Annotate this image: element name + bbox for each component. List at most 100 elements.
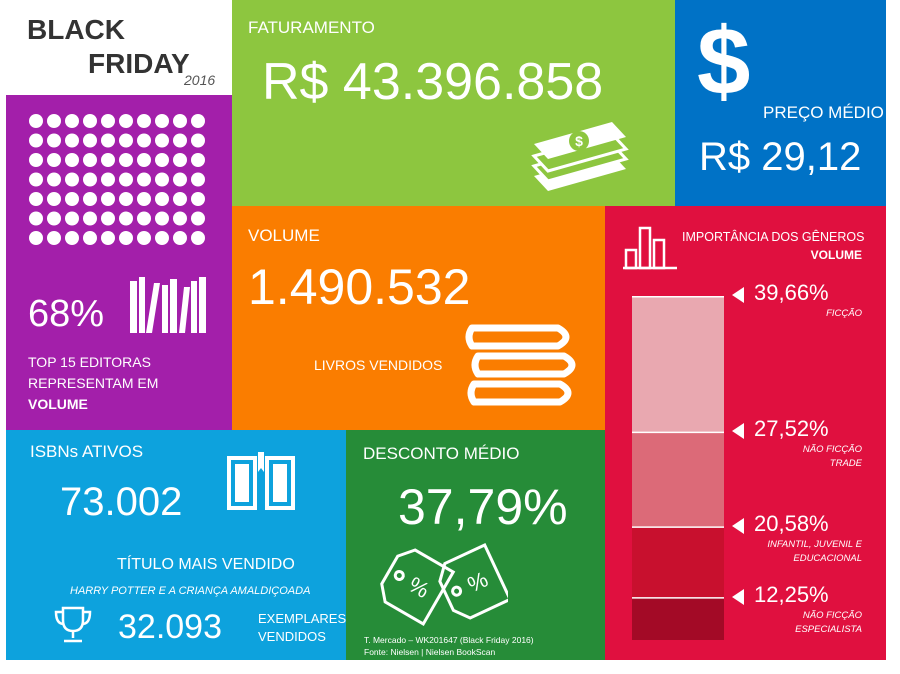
dot: [191, 153, 205, 167]
dot: [83, 211, 97, 226]
volume-label: VOLUME: [248, 226, 320, 245]
isbn-label: ISBNs ATIVOS: [30, 442, 144, 461]
dot: [119, 114, 133, 128]
generos-subtitle: VOLUME: [810, 248, 862, 262]
genre-pct: 12,25%: [754, 581, 829, 607]
genre-pct: 39,66%: [754, 280, 829, 305]
dot: [83, 192, 97, 206]
dot: [65, 211, 79, 226]
dot: [101, 211, 115, 226]
dollar-icon: $: [697, 8, 751, 115]
dot: [29, 211, 43, 226]
dot: [83, 114, 97, 128]
desconto-tile: DESCONTO MÉDIO 37,79% % % T. Mercado – W…: [346, 430, 605, 660]
header-year: 2016: [184, 72, 216, 88]
preco-tile: $ PREÇO MÉDIO R$ 29,12: [675, 0, 886, 206]
trophy-icon: [54, 606, 92, 643]
dot: [173, 172, 187, 187]
dot: [47, 211, 61, 226]
dot: [83, 172, 97, 187]
dot: [119, 133, 133, 148]
dot: [173, 211, 187, 226]
genre-pointer-icon: [732, 423, 744, 440]
genre-label: TRADE: [829, 458, 862, 470]
dot: [155, 114, 169, 128]
editoras-pct: 68%: [28, 293, 105, 335]
dot: [65, 192, 79, 206]
dot: [155, 133, 169, 148]
dot: [65, 153, 79, 167]
dot: [65, 114, 79, 128]
open-book-icon: [227, 452, 295, 510]
source-line1: T. Mercado – WK201647 (Black Friday 2016…: [364, 635, 534, 645]
dot: [101, 172, 115, 187]
dot: [65, 231, 79, 245]
volume-sub: LIVROS VENDIDOS: [314, 357, 443, 373]
dot: [47, 231, 61, 245]
genre-pointer-icon: [732, 287, 744, 303]
isbn-tile: ISBNs ATIVOS 73.002 TÍTULO MAIS VENDIDO …: [6, 430, 346, 660]
dot: [119, 153, 133, 167]
genre-pointer-icon: [732, 588, 744, 605]
genre-label: INFANTIL, JUVENIL E: [767, 539, 862, 551]
titulo-unit2: VENDIDOS: [258, 629, 326, 644]
genre-pct: 20,58%: [754, 511, 829, 537]
dot: [101, 133, 115, 148]
dot: [119, 231, 133, 245]
dot: [137, 153, 151, 167]
preco-label: PREÇO MÉDIO: [763, 103, 884, 122]
dot: [155, 153, 169, 167]
dot: [173, 133, 187, 148]
dot: [155, 231, 169, 245]
dot: [137, 114, 151, 128]
dot: [47, 114, 61, 128]
preco-value: R$ 29,12: [699, 135, 862, 179]
faturamento-tile: FATURAMENTO R$ 43.396.858 $: [232, 0, 675, 206]
dot: [173, 114, 187, 128]
genre-bar-segment: [632, 597, 724, 640]
dot: [191, 114, 205, 128]
source-line2: Fonte: Nielsen | Nielsen BookScan: [364, 647, 496, 657]
dot: [29, 192, 43, 206]
dot: [119, 192, 133, 206]
dot: [29, 114, 43, 128]
dot: [191, 192, 205, 206]
dot: [83, 153, 97, 167]
dot: [137, 172, 151, 187]
dot: [137, 192, 151, 206]
dot: [155, 192, 169, 206]
dot: [101, 231, 115, 245]
editoras-tile: 68% TOP 15 EDITORAS REPRESENTAM EM VOLUM…: [6, 95, 232, 430]
genre-bar-segment: [632, 527, 724, 598]
volume-tile: VOLUME 1.490.532 LIVROS VENDIDOS: [232, 206, 605, 430]
genre-label: NÃO FICÇÃO: [802, 444, 862, 456]
titulo-label: TÍTULO MAIS VENDIDO: [117, 556, 295, 573]
dot: [173, 153, 187, 167]
dot: [65, 172, 79, 187]
dot: [47, 172, 61, 187]
editoras-line2: REPRESENTAM EM: [28, 375, 159, 391]
dot: [83, 133, 97, 148]
dot: [155, 211, 169, 226]
dot-grid-icon: [29, 114, 205, 245]
titulo-name: HARRY POTTER E A CRIANÇA AMALDIÇOADA: [70, 585, 311, 597]
genre-label: EDUCACIONAL: [793, 553, 862, 565]
dot: [101, 192, 115, 206]
dot: [29, 153, 43, 167]
titulo-unit1: EXEMPLARES: [258, 611, 346, 626]
faturamento-label: FATURAMENTO: [248, 18, 375, 37]
dot: [191, 133, 205, 148]
bar-chart-icon: [623, 226, 677, 270]
genre-stacked-bar: [632, 296, 724, 640]
genre-bar-segment: [632, 432, 724, 528]
dot: [83, 231, 97, 245]
svg-text:%: %: [404, 572, 433, 603]
dot: [173, 231, 187, 245]
svg-text:$: $: [575, 133, 583, 149]
header-friday: FRIDAY: [88, 48, 190, 79]
dot: [191, 211, 205, 226]
dot: [47, 153, 61, 167]
desconto-value: 37,79%: [398, 479, 568, 535]
generos-title: IMPORTÂNCIA DOS GÊNEROS: [682, 230, 865, 244]
book-stack-icon: [465, 324, 576, 406]
